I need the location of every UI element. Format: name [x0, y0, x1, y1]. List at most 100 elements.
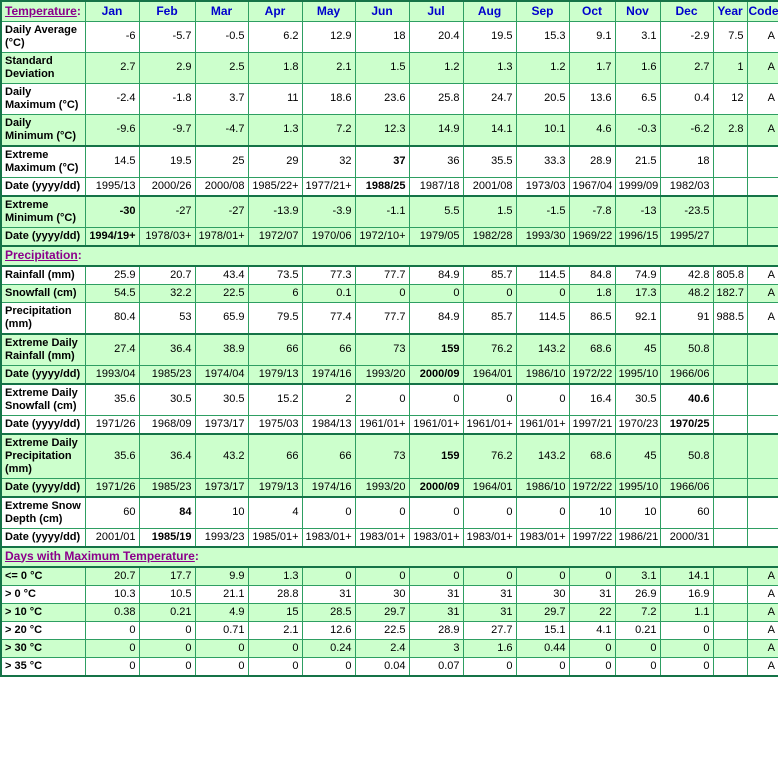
cell-may: 12.9 — [301, 20, 356, 53]
cell-nov: 3.1 — [614, 20, 661, 53]
cell-year — [712, 602, 748, 622]
cell-feb: 1985/23 — [138, 364, 196, 384]
cell-may: 0.24 — [301, 638, 356, 658]
cell-feb: 0 — [138, 620, 196, 640]
col-header-oct: Oct — [568, 0, 616, 22]
cell-apr: 1979/13 — [247, 477, 303, 497]
cell-year: 988.5 — [712, 301, 748, 334]
cell-apr: 1.3 — [247, 566, 303, 586]
cell-mar: 43.4 — [194, 265, 249, 285]
cell-nov: 1986/21 — [614, 527, 661, 547]
col-header-apr: Apr — [247, 0, 303, 22]
section-colon: : — [77, 247, 82, 262]
cell-jun: 0.04 — [354, 656, 410, 676]
cell-feb: -27 — [138, 194, 196, 228]
cell-oct: 22 — [568, 602, 616, 622]
cell-jul: 1983/01+ — [408, 527, 464, 547]
cell-dec: 16.9 — [659, 584, 714, 604]
cell-jul: 5.5 — [408, 194, 464, 228]
cell-nov: -13 — [614, 194, 661, 228]
cell-aug: 24.7 — [462, 82, 517, 115]
cell-dec: 18 — [659, 144, 714, 178]
table-row-0-c: <= 0 °C 20.7 17.7 9.9 1.3 0 0 0 0 0 0 3.1 14.1 A — [0, 566, 778, 586]
cell-code — [746, 176, 778, 196]
cell-oct: 4.6 — [568, 113, 616, 146]
section-link-days-with-maximum-temperature[interactable]: Days with Maximum Temperature — [5, 548, 195, 563]
cell-jun: 0 — [354, 566, 410, 586]
cell-feb: 1985/23 — [138, 477, 196, 497]
cell-jun: 37 — [354, 144, 410, 178]
col-header-feb: Feb — [138, 0, 196, 22]
cell-dec: -6.2 — [659, 113, 714, 146]
cell-apr: 1979/13 — [247, 364, 303, 384]
table-row-extreme-daily-precipitation-mm: Extreme Daily Precipitation (mm) 35.6 36.4… — [0, 432, 778, 479]
cell-feb: 17.7 — [138, 566, 196, 586]
row-label: Date (yyyy/dd) — [0, 527, 86, 547]
col-header-jan: Jan — [84, 0, 140, 22]
cell-year — [712, 332, 748, 366]
cell-jun: 0 — [354, 382, 410, 416]
cell-aug: 1.6 — [462, 638, 517, 658]
cell-may: 0 — [301, 656, 356, 676]
cell-may: 7.2 — [301, 113, 356, 146]
cell-nov: 45 — [614, 332, 661, 366]
cell-oct: 84.8 — [568, 265, 616, 285]
cell-jul: 0.07 — [408, 656, 464, 676]
cell-aug: 1.5 — [462, 194, 517, 228]
cell-sep: 0 — [515, 566, 570, 586]
cell-oct: 9.1 — [568, 20, 616, 53]
cell-code — [746, 477, 778, 497]
row-label: Extreme Minimum (°C) — [0, 194, 86, 228]
cell-jan: 0.38 — [84, 602, 140, 622]
cell-sep: -1.5 — [515, 194, 570, 228]
cell-code — [746, 364, 778, 384]
cell-jun: 1993/20 — [354, 477, 410, 497]
cell-feb: 19.5 — [138, 144, 196, 178]
section-link-precipitation[interactable]: Precipitation — [5, 247, 78, 262]
col-header-code: Code — [746, 0, 778, 22]
cell-code — [746, 414, 778, 434]
cell-feb: 84 — [138, 495, 196, 529]
cell-apr: 1985/22+ — [247, 176, 303, 196]
cell-nov: 1970/23 — [614, 414, 661, 434]
cell-apr: 1.8 — [247, 51, 303, 84]
section-row-days-with-maximum-temperature: Days with Maximum Temperature: — [0, 545, 778, 568]
cell-oct: 0 — [568, 566, 616, 586]
cell-mar: 3.7 — [194, 82, 249, 115]
col-header-may: May — [301, 0, 356, 22]
cell-sep: 33.3 — [515, 144, 570, 178]
cell-aug: 85.7 — [462, 265, 517, 285]
cell-sep: 143.2 — [515, 332, 570, 366]
cell-sep: 15.1 — [515, 620, 570, 640]
section-link-temperature[interactable]: Temperature — [5, 3, 77, 18]
cell-code — [746, 495, 778, 529]
row-label: Date (yyyy/dd) — [0, 477, 86, 497]
cell-mar: 1993/23 — [194, 527, 249, 547]
cell-jun: 29.7 — [354, 602, 410, 622]
cell-jan: 2001/01 — [84, 527, 140, 547]
cell-code: A — [746, 620, 778, 640]
cell-year — [712, 176, 748, 196]
cell-sep: 29.7 — [515, 602, 570, 622]
cell-jun: 23.6 — [354, 82, 410, 115]
cell-nov: 0 — [614, 638, 661, 658]
cell-nov: 7.2 — [614, 602, 661, 622]
cell-may: 1977/21+ — [301, 176, 356, 196]
cell-year — [712, 364, 748, 384]
cell-aug: 1983/01+ — [462, 527, 517, 547]
cell-oct: 1972/22 — [568, 477, 616, 497]
cell-feb: 20.7 — [138, 265, 196, 285]
cell-dec: 0 — [659, 638, 714, 658]
cell-nov: 26.9 — [614, 584, 661, 604]
cell-oct: 68.6 — [568, 332, 616, 366]
table-row-extreme-minimum-c: Extreme Minimum (°C) -30 -27 -27 -13.9 -3.9 -1… — [0, 194, 778, 228]
cell-aug: 1982/28 — [462, 226, 517, 246]
table-row-extreme-daily-rainfall-mm: Extreme Daily Rainfall (mm) 27.4 36.4 38.9 6… — [0, 332, 778, 366]
row-label: Snowfall (cm) — [0, 283, 86, 303]
cell-year: 805.8 — [712, 265, 748, 285]
cell-jul: 84.9 — [408, 265, 464, 285]
cell-jun: 1961/01+ — [354, 414, 410, 434]
cell-mar: 1973/17 — [194, 477, 249, 497]
col-header-mar: Mar — [194, 0, 249, 22]
cell-may: 2 — [301, 382, 356, 416]
